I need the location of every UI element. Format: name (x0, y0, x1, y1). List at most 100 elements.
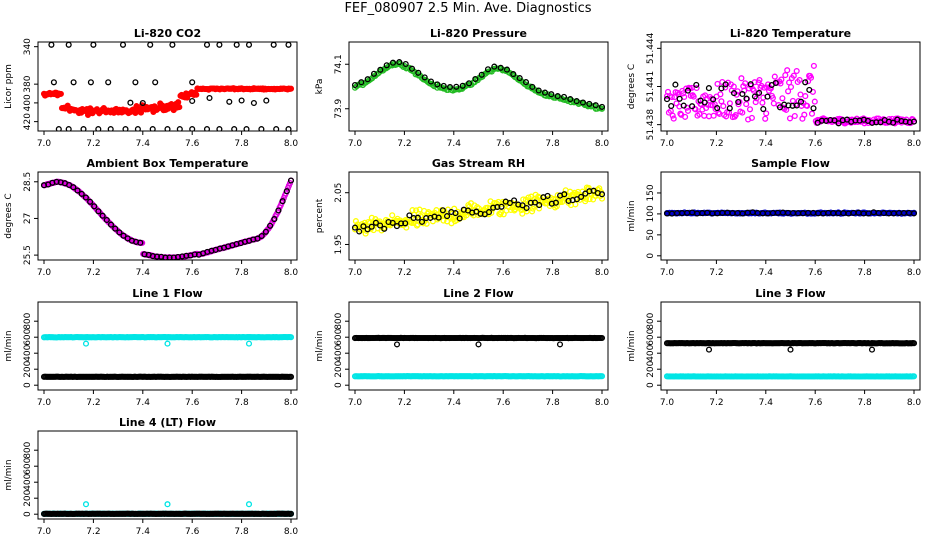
data-point (868, 346, 876, 353)
data-point (793, 67, 800, 75)
data-point (797, 98, 805, 105)
data-point (567, 96, 574, 103)
x-tick-label: 7.4 (447, 398, 462, 408)
data-point (452, 210, 459, 217)
data-point (762, 115, 769, 122)
data-point (446, 83, 454, 91)
data-point (402, 220, 409, 227)
x-tick-label: 8.0 (595, 139, 610, 149)
chart-panel: Gas Stream RH percent 7.0 7.2 7.4 7.6 7.8 8.0 1.… (315, 157, 609, 278)
data-point (287, 85, 295, 92)
y-tick-label: 600 (23, 457, 33, 474)
data-point (592, 102, 599, 109)
data-point (95, 208, 102, 215)
x-tick-label: 8.0 (595, 398, 610, 408)
data-point (149, 126, 156, 131)
data-point (95, 126, 102, 131)
y-axis-label: ml/min (627, 330, 637, 361)
data-point (756, 89, 763, 96)
x-tick-label: 8.0 (284, 527, 299, 537)
x-tick-label: 7.4 (136, 527, 151, 537)
data-point (258, 232, 265, 240)
data-point (497, 64, 504, 71)
x-tick-label: 7.2 (86, 527, 100, 537)
data-point (761, 84, 768, 91)
data-point (112, 225, 119, 232)
data-point (670, 115, 677, 122)
data-point (572, 201, 579, 208)
y-tick-label: 400 (334, 344, 344, 361)
data-point (377, 222, 384, 229)
y-tick-label: 400 (646, 344, 656, 361)
data-point (189, 79, 196, 86)
data-point (771, 73, 778, 80)
data-point (389, 212, 396, 219)
data-point (372, 219, 379, 226)
chart-panel: Line 2 Flow ml/min 7.0 7.2 7.4 7.6 7.8 8.0 0 2004… (315, 287, 609, 408)
data-point (778, 76, 785, 83)
data-points (351, 184, 606, 237)
data-point (804, 102, 811, 109)
data-point (475, 341, 482, 348)
y-tick-label: 200 (23, 489, 33, 506)
data-point (560, 93, 568, 100)
y-tick-label: 200 (334, 360, 344, 377)
chart-title: Li-820 Pressure (430, 27, 527, 40)
data-point (498, 203, 505, 210)
x-tick-label: 7.2 (397, 268, 411, 278)
data-point (245, 42, 253, 48)
data-point (573, 98, 580, 105)
x-tick-label: 7.6 (808, 398, 823, 408)
chart-title: Line 4 (LT) Flow (119, 416, 216, 429)
data-point (393, 341, 401, 348)
data-point (579, 99, 587, 106)
data-point (531, 199, 539, 206)
y-tick-label: 100 (646, 205, 656, 222)
data-point (91, 203, 98, 210)
data-point (796, 76, 803, 84)
chart-title: Line 3 Flow (755, 287, 825, 300)
y-axis-label: degrees C (627, 64, 637, 109)
data-point (414, 221, 421, 228)
y-axis-label: Licor ppm (4, 64, 14, 109)
chart-title: Li-820 CO2 (134, 27, 201, 40)
x-tick-label: 7.8 (234, 268, 249, 278)
data-point (478, 71, 485, 78)
data-point (759, 99, 766, 106)
chart-panel: Line 4 (LT) Flow ml/min 7.0 7.2 7.4 7.6 7.8 8.0… (4, 416, 298, 537)
y-tick-label: 51.444 (646, 32, 656, 64)
plot-frame (660, 171, 921, 261)
y-tick-label: 73.9 (334, 98, 344, 118)
data-point (245, 340, 253, 347)
data-point (598, 373, 606, 380)
x-tick-label: 7.6 (496, 398, 511, 408)
x-tick-label: 7.0 (37, 398, 52, 408)
data-points (40, 501, 295, 518)
data-points (663, 62, 918, 127)
y-tick-label: 150 (646, 184, 656, 201)
x-tick-label: 8.0 (907, 139, 922, 149)
data-point (250, 99, 257, 107)
data-point (122, 126, 129, 131)
data-point (258, 126, 265, 131)
data-point (287, 177, 295, 184)
data-point (137, 109, 145, 116)
data-point (536, 202, 543, 209)
data-point (779, 95, 786, 102)
y-axis-label: ml/min (627, 200, 637, 231)
data-point (689, 103, 696, 110)
data-point (663, 96, 671, 103)
data-point (561, 191, 568, 198)
data-point (176, 126, 183, 131)
data-point (472, 75, 479, 83)
data-point (444, 213, 451, 220)
chart-panel: Line 1 Flow ml/min 7.0 7.2 7.4 7.6 7.8 8.0 0 2004… (4, 287, 298, 408)
data-point (722, 81, 729, 88)
y-tick-label: 600 (646, 328, 656, 345)
data-point (164, 126, 171, 131)
data-point (738, 75, 745, 82)
data-point (747, 81, 754, 88)
y-tick-label: 51.438 (646, 109, 656, 141)
data-point (203, 126, 211, 131)
x-tick-label: 7.6 (808, 268, 823, 278)
